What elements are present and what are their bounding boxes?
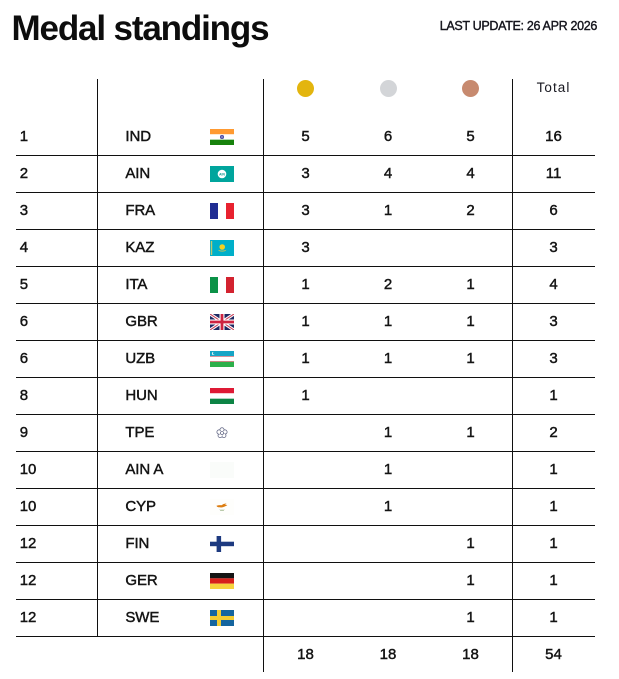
- svg-text:AIN: AIN: [219, 173, 225, 177]
